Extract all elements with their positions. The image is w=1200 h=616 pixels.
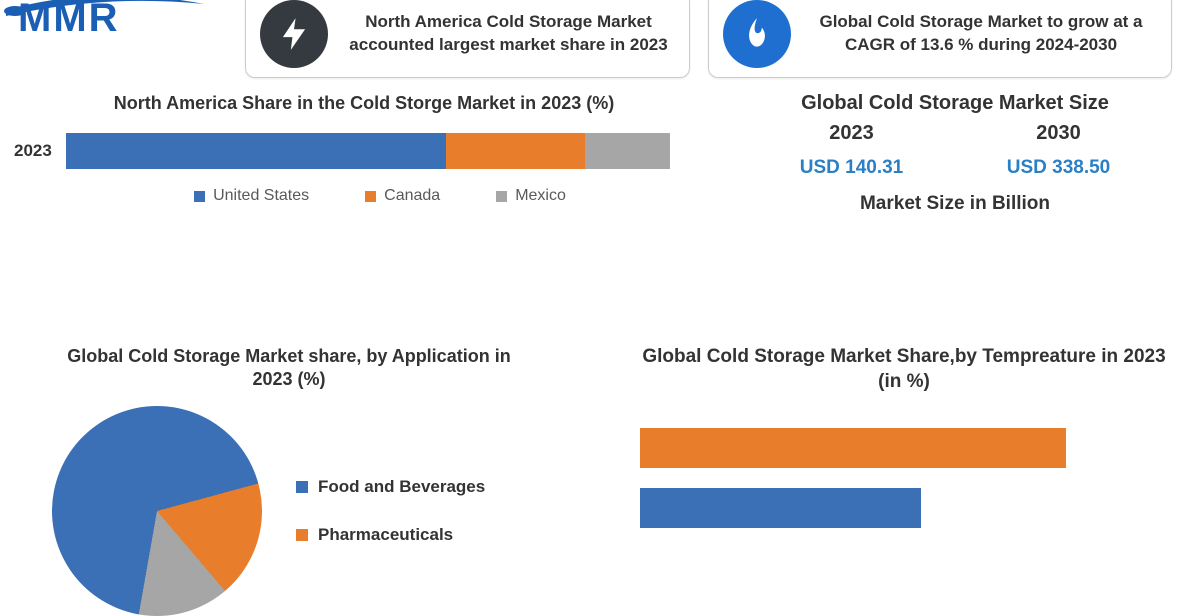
na-legend-item: United States — [194, 187, 309, 205]
market-size-title: Global Cold Storage Market Size — [748, 90, 1162, 116]
market-size-year-2030: 2030 — [1036, 122, 1081, 145]
legend-swatch-icon — [496, 191, 507, 202]
na-share-title: North America Share in the Cold Storge M… — [14, 92, 714, 115]
market-size-value-2023: USD 140.31 — [800, 157, 904, 179]
na-legend-item: Canada — [365, 187, 440, 205]
pie-chart-section: Global Cold Storage Market share, by App… — [24, 345, 584, 616]
market-size-panel: Global Cold Storage Market Size 2023 203… — [748, 90, 1162, 215]
temperature-bar — [640, 488, 921, 528]
logo: MMR — [18, 0, 120, 41]
flame-icon — [723, 0, 791, 68]
legend-swatch-icon — [296, 481, 308, 493]
temperature-chart-title: Global Cold Storage Market Share,by Temp… — [634, 345, 1174, 394]
na-share-chart: North America Share in the Cold Storge M… — [14, 92, 714, 205]
market-size-year-2023: 2023 — [829, 122, 874, 145]
na-bar-segment — [446, 133, 585, 169]
na-legend-item: Mexico — [496, 187, 566, 205]
stat-card-left-text: North America Cold Storage Market accoun… — [346, 11, 675, 57]
legend-label: Canada — [384, 187, 440, 205]
pie-chart — [52, 406, 262, 616]
legend-swatch-icon — [296, 529, 308, 541]
stat-card-cagr: Global Cold Storage Market to grow at a … — [708, 0, 1172, 78]
pie-chart-title: Global Cold Storage Market share, by App… — [24, 345, 584, 392]
na-share-year-label: 2023 — [14, 141, 52, 161]
legend-label: United States — [213, 187, 309, 205]
na-share-legend: United States Canada Mexico — [14, 187, 714, 205]
legend-label: Pharmaceuticals — [318, 525, 453, 545]
temperature-bars — [634, 428, 1174, 528]
legend-swatch-icon — [194, 191, 205, 202]
pie-legend-item: Food and Beverages — [296, 477, 485, 497]
legend-label: Food and Beverages — [318, 477, 485, 497]
market-size-value-2030: USD 338.50 — [1007, 157, 1111, 179]
temperature-bar — [640, 428, 1066, 468]
legend-label: Mexico — [515, 187, 566, 205]
na-bar-segment — [585, 133, 670, 169]
stat-card-right-text: Global Cold Storage Market to grow at a … — [809, 11, 1157, 57]
na-share-bar — [66, 133, 670, 169]
market-size-caption: Market Size in Billion — [748, 193, 1162, 215]
logo-swoosh-icon — [0, 0, 210, 24]
pie-legend: Food and Beverages Pharmaceuticals — [296, 477, 485, 545]
bolt-icon — [260, 0, 328, 68]
pie-legend-item: Pharmaceuticals — [296, 525, 485, 545]
legend-swatch-icon — [365, 191, 376, 202]
na-bar-segment — [66, 133, 447, 169]
stat-card-north-america: North America Cold Storage Market accoun… — [245, 0, 690, 78]
temperature-chart-section: Global Cold Storage Market Share,by Temp… — [634, 345, 1174, 548]
